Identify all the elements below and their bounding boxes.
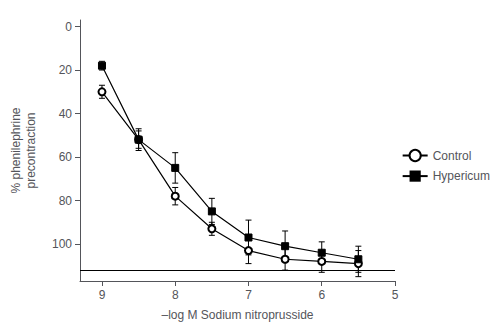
svg-text:precontraction: precontraction <box>24 112 38 188</box>
svg-text:Control: Control <box>433 149 472 163</box>
svg-text:40: 40 <box>59 107 73 121</box>
svg-text:80: 80 <box>59 194 73 208</box>
svg-text:–log M Sodium nitroprusside: –log M Sodium nitroprusside <box>161 308 313 322</box>
svg-text:60: 60 <box>59 150 73 164</box>
svg-text:% phenilephrine: % phenilephrine <box>9 107 23 193</box>
svg-text:8: 8 <box>172 288 179 302</box>
svg-text:5: 5 <box>392 288 399 302</box>
svg-text:0: 0 <box>65 20 72 34</box>
svg-text:100: 100 <box>52 237 72 251</box>
svg-text:Hypericum: Hypericum <box>433 169 490 183</box>
svg-text:9: 9 <box>99 288 106 302</box>
svg-text:20: 20 <box>59 63 73 77</box>
svg-text:6: 6 <box>318 288 325 302</box>
svg-text:7: 7 <box>245 288 252 302</box>
